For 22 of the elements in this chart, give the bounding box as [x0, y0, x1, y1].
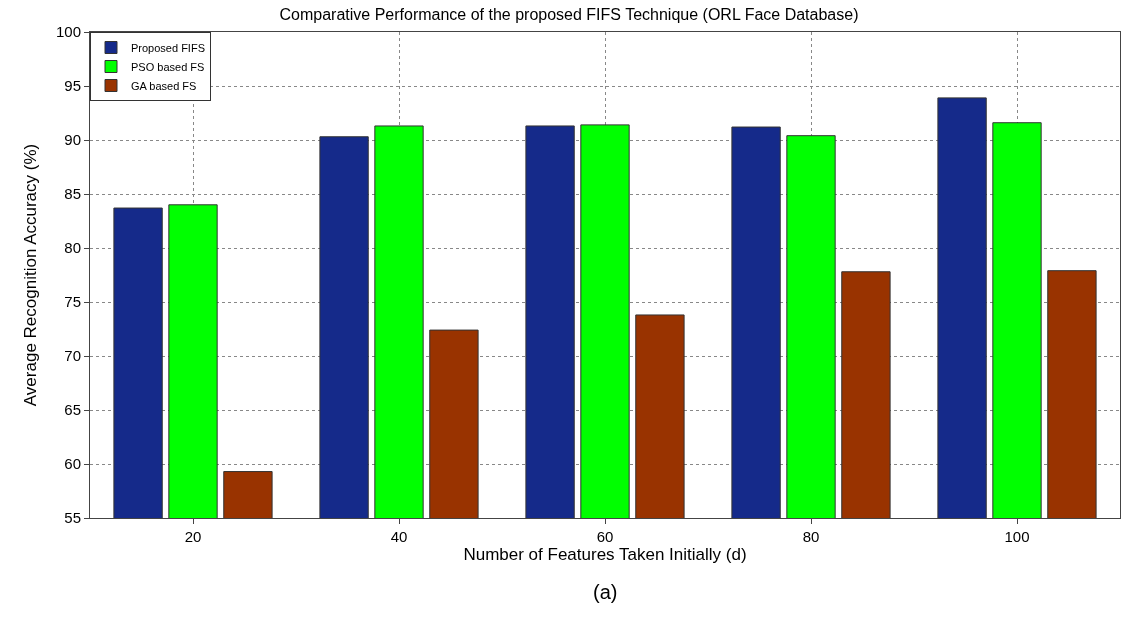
- y-tick-label: 90: [64, 131, 81, 149]
- y-tick-label: 80: [64, 239, 81, 257]
- y-tick-label: 70: [64, 347, 81, 365]
- text: (a): [593, 581, 618, 603]
- y-tick-label: 95: [64, 77, 81, 95]
- legend-label: GA based FS: [131, 79, 197, 92]
- y-axis-title: Average Recognition Accuracy (%): [20, 143, 40, 407]
- x-tick-label: 100: [1004, 528, 1030, 545]
- y-tick-label: 100: [55, 23, 81, 41]
- y-tick-label: 85: [64, 185, 81, 203]
- y-tick-label: 60: [64, 455, 81, 473]
- x-tick-label: 20: [184, 528, 202, 545]
- y-tick-label: 75: [64, 293, 81, 311]
- legend-label: Proposed FIFS: [131, 41, 205, 54]
- x-tick-label: 60: [596, 528, 614, 545]
- x-tick-label: 80: [802, 528, 820, 545]
- legend-label: PSO based FS: [131, 60, 205, 73]
- x-tick-label: 40: [390, 528, 408, 545]
- y-tick-label: 65: [64, 401, 81, 419]
- y-tick-label: 55: [64, 509, 81, 527]
- x-axis-title: Number of Features Taken Initially (d): [463, 545, 747, 565]
- chart-title: Comparative Performance of the proposed FIFS Technique (ORL Face Database): [279, 6, 859, 24]
